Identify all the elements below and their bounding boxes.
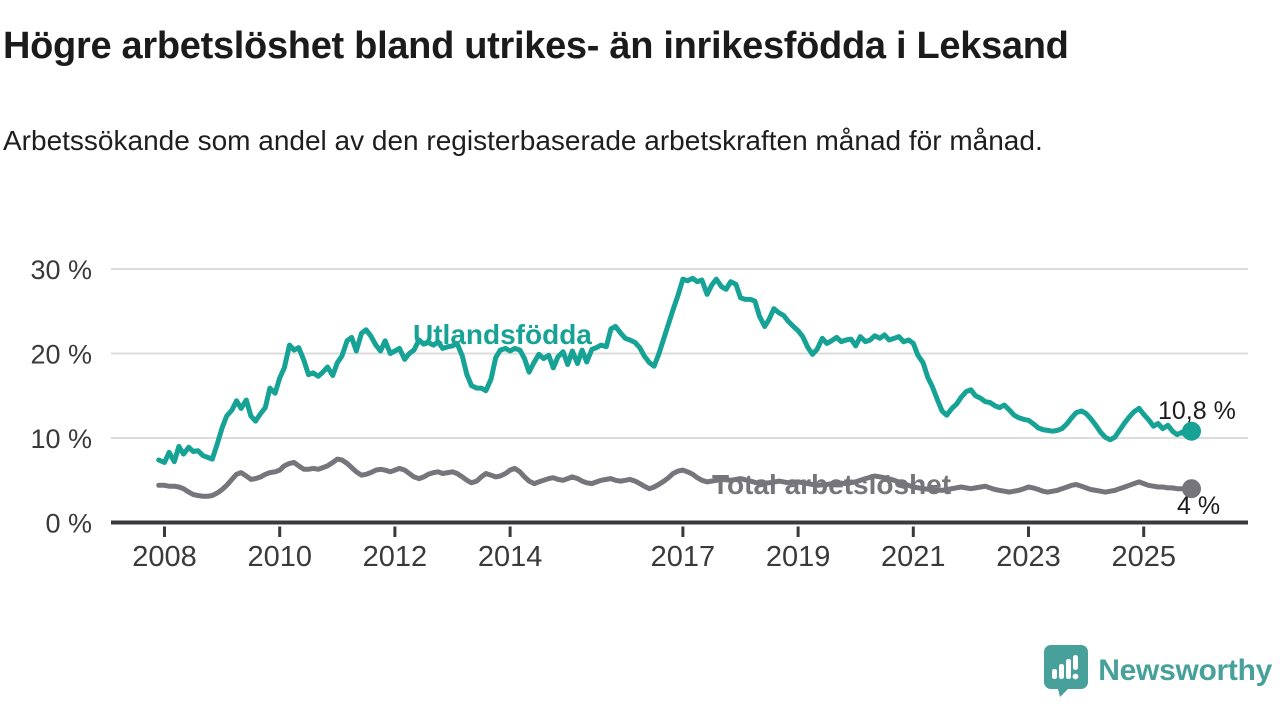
series-line-total (156, 456, 1194, 499)
y-axis-tick-label: 20 % (30, 340, 92, 370)
newsworthy-wordmark: Newsworthy (1098, 654, 1272, 687)
x-axis-tick-label: 2008 (132, 541, 197, 573)
x-axis-tick-label: 2021 (881, 541, 946, 573)
series-line-utlandsfodda (156, 275, 1194, 465)
series-label-total: Total arbetslöshet (712, 469, 951, 500)
series-end-value-label-utlandsfodda: 10,8 % (1158, 397, 1236, 425)
x-axis-tick-label: 2010 (247, 541, 312, 573)
x-axis-tick-label: 2017 (651, 541, 716, 573)
y-axis-tick-label: 0 % (45, 509, 92, 539)
x-axis-tick-label: 2012 (363, 541, 428, 573)
series-end-dot-utlandsfodda (1182, 421, 1202, 441)
newsworthy-logo: Newsworthy (1043, 644, 1272, 698)
series-end-value-label-total: 4 % (1177, 492, 1220, 520)
x-axis-tick-label: 2014 (478, 541, 543, 573)
y-axis-tick-label: 10 % (30, 424, 92, 454)
newsworthy-icon (1044, 645, 1089, 697)
x-axis-tick-label: 2019 (766, 541, 831, 573)
x-axis-tick-label: 2025 (1111, 541, 1176, 573)
series-label-utlandsfodda: Utlandsfödda (413, 319, 592, 350)
chart-subtitle: Arbetssökande som andel av den registerb… (3, 125, 1043, 156)
series-end-dot-total (1182, 479, 1202, 499)
chart-title: Högre arbetslöshet bland utrikes- än inr… (3, 25, 1069, 67)
x-axis-tick-label: 2023 (996, 541, 1061, 573)
y-axis-tick-label: 30 % (30, 255, 92, 285)
